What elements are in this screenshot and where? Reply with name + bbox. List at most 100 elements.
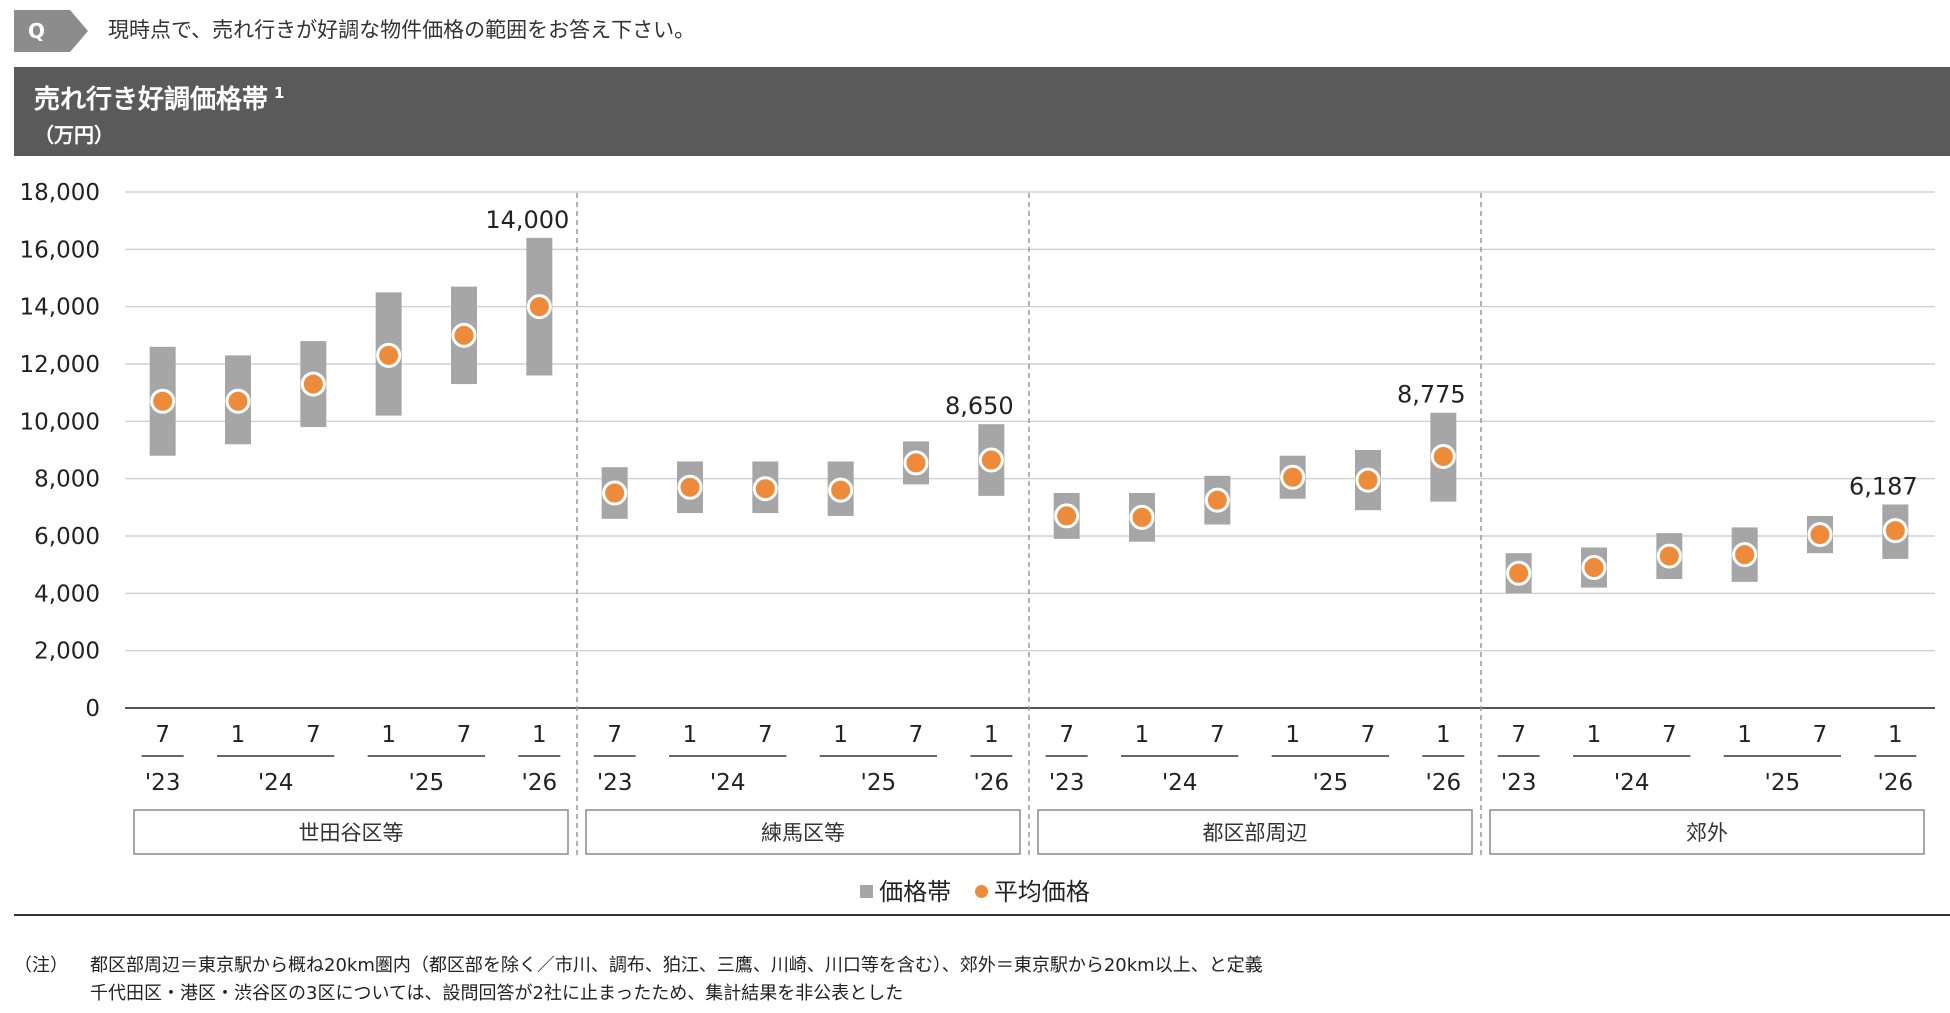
question-badge: Q: [14, 10, 70, 52]
average-price-dot: [300, 371, 326, 397]
average-price-dot: [526, 294, 552, 320]
x-year-label: '23: [145, 770, 181, 796]
footnote-mark: 1: [274, 84, 285, 103]
x-year-label: '24: [1162, 770, 1198, 796]
question-arrow-icon: [70, 10, 88, 52]
x-year-label: '24: [258, 770, 294, 796]
y-tick-label: 6,000: [34, 524, 100, 550]
last-value-label: 14,000: [485, 206, 569, 234]
x-month-label: 1: [1285, 722, 1300, 748]
chart-title: 売れ行き好調価格帯 1: [34, 79, 284, 116]
x-month-label: 7: [909, 722, 924, 748]
notes-line-2: 千代田区・港区・渋谷区の3区については、設問回答が2社に止まったため、集計結果を…: [90, 983, 904, 1004]
y-tick-label: 14,000: [20, 295, 100, 321]
last-value-label: 8,650: [945, 392, 1014, 420]
average-price-dot: [225, 388, 251, 414]
y-tick-label: 0: [85, 696, 100, 722]
x-month-label: 1: [1135, 722, 1150, 748]
band-swatch-icon: [860, 885, 874, 898]
average-price-dot: [602, 480, 628, 506]
group-label: 練馬区等: [761, 821, 845, 845]
average-price-dot: [376, 342, 402, 368]
x-year-label: '25: [1313, 770, 1349, 796]
legend-band: 価格帯: [860, 872, 951, 907]
x-month-label: 1: [532, 722, 547, 748]
legend-band-label: 価格帯: [879, 878, 952, 906]
legend-average-label: 平均価格: [993, 878, 1090, 906]
x-month-label: 7: [1662, 722, 1677, 748]
divider: [14, 914, 1950, 916]
x-month-label: 7: [607, 722, 622, 748]
average-price-dot: [978, 447, 1004, 473]
average-price-dot: [1204, 487, 1230, 513]
y-tick-label: 12,000: [20, 352, 100, 378]
average-price-dot: [1506, 560, 1532, 586]
x-month-label: 7: [1059, 722, 1074, 748]
x-month-label: 1: [1737, 722, 1752, 748]
average-price-dot: [451, 322, 477, 348]
legend: 価格帯 平均価格: [0, 872, 1950, 907]
question-text: 現時点で、売れ行きが好調な物件価格の範囲をお答え下さい。: [108, 18, 696, 42]
average-dot-icon: [974, 885, 988, 898]
x-month-label: 7: [457, 722, 472, 748]
price-range-chart: 0 2,000 4,000 6,000 8,000 10,000 12,000 14,000 1…: [20, 180, 1935, 855]
y-tick-label: 16,000: [20, 237, 100, 263]
question-bar: Q 現時点で、売れ行きが好調な物件価格の範囲をお答え下さい。: [14, 4, 1944, 52]
average-price-dot: [1129, 504, 1155, 530]
y-tick-label: 10,000: [20, 409, 100, 435]
x-year-label: '25: [861, 770, 897, 796]
x-month-label: 7: [306, 722, 321, 748]
average-price-dot: [752, 476, 778, 502]
x-month-label: 1: [1436, 722, 1451, 748]
x-month-label: 1: [984, 722, 999, 748]
x-month-label: 7: [758, 722, 773, 748]
x-year-label: '24: [710, 770, 746, 796]
group-box: [1489, 809, 1925, 855]
average-price-dot: [1656, 543, 1682, 569]
x-month-label: 1: [231, 722, 246, 748]
average-price-dot: [1882, 518, 1908, 544]
average-price-dot: [677, 474, 703, 500]
x-year-label: '23: [597, 770, 633, 796]
x-year-label: '23: [1501, 770, 1537, 796]
x-month-label: 1: [1888, 722, 1903, 748]
average-price-dot: [1280, 464, 1306, 490]
x-month-label: 7: [1813, 722, 1828, 748]
y-tick-label: 4,000: [34, 581, 100, 607]
x-month-label: 7: [1361, 722, 1376, 748]
group-box: [585, 809, 1021, 855]
legend-average: 平均価格: [974, 872, 1090, 907]
x-year-label: '26: [522, 770, 558, 796]
x-month-label: 1: [833, 722, 848, 748]
group-box: [133, 809, 569, 855]
average-price-dot: [1430, 443, 1456, 469]
average-price-dot: [1732, 542, 1758, 568]
y-tick-label: 2,000: [34, 639, 100, 665]
chart-header: 売れ行き好調価格帯 1 （万円）: [14, 67, 1950, 156]
notes-line-1: 都区部周辺＝東京駅から概ね20km圏内（都区部を除く／市川、調布、狛江、三鷹、川…: [90, 955, 1263, 976]
average-price-dot: [1355, 467, 1381, 493]
x-month-label: 1: [381, 722, 396, 748]
average-price-dot: [903, 450, 929, 476]
average-price-dot: [150, 388, 176, 414]
average-price-dot: [1054, 503, 1080, 529]
last-value-label: 8,775: [1397, 381, 1466, 409]
x-month-label: 7: [1511, 722, 1526, 748]
x-year-label: '26: [1426, 770, 1462, 796]
group-label: 郊外: [1686, 821, 1728, 845]
x-year-label: '23: [1049, 770, 1085, 796]
x-year-label: '25: [409, 770, 445, 796]
group-label: 都区部周辺: [1203, 821, 1308, 845]
chart-title-text: 売れ行き好調価格帯: [34, 85, 269, 115]
x-year-label: '25: [1765, 770, 1801, 796]
y-tick-label: 18,000: [20, 180, 100, 206]
group-label: 世田谷区等: [299, 821, 404, 845]
average-price-dot: [1807, 522, 1833, 548]
y-tick-label: 8,000: [34, 467, 100, 493]
x-year-label: '24: [1614, 770, 1650, 796]
group-box: [1037, 809, 1473, 855]
x-month-label: 1: [683, 722, 698, 748]
x-month-label: 7: [1210, 722, 1225, 748]
average-price-dot: [1581, 555, 1607, 581]
x-month-label: 1: [1587, 722, 1602, 748]
